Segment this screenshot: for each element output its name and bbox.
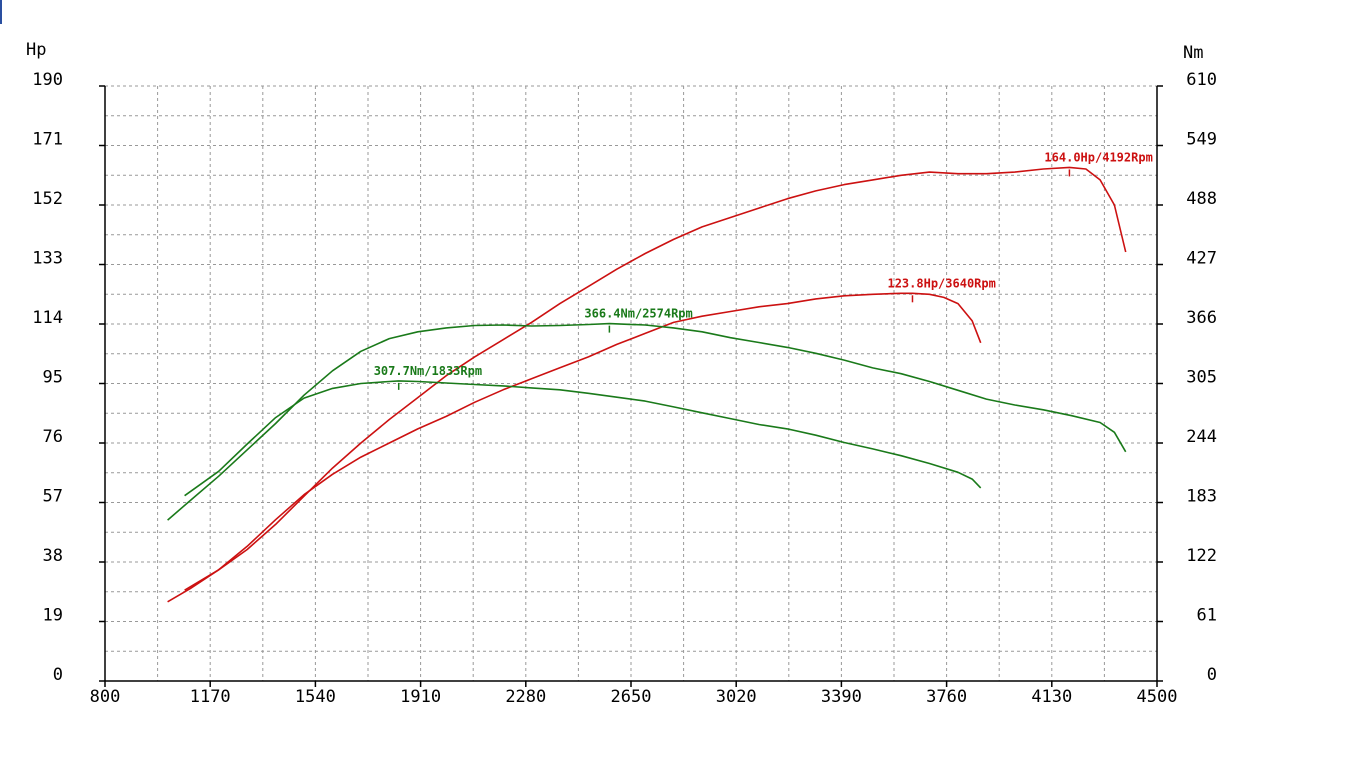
x-tick-label: 2650 bbox=[611, 687, 652, 707]
x-tick-label: 3760 bbox=[926, 687, 967, 707]
peak-label: 123.8Hp/3640Rpm bbox=[887, 276, 995, 290]
y-right-tick-label: 61 bbox=[1197, 606, 1217, 626]
left-axis-unit: Hp bbox=[26, 40, 46, 60]
series bbox=[167, 166, 1127, 603]
right-axis-unit: Nm bbox=[1183, 43, 1203, 63]
y-left-tick-label: 57 bbox=[43, 487, 63, 507]
y-left-tick-label: 76 bbox=[43, 427, 63, 447]
x-tick-label: 1170 bbox=[190, 687, 231, 707]
y-left-tick-label: 133 bbox=[32, 249, 63, 269]
y-left-tick-label: 0 bbox=[53, 665, 63, 685]
torque-curve-3 bbox=[184, 380, 982, 497]
y-left-tick-label: 171 bbox=[32, 130, 63, 150]
torque-curve-2 bbox=[167, 322, 1127, 521]
y-left-tick-label: 114 bbox=[32, 308, 63, 328]
x-tick-label: 4130 bbox=[1031, 687, 1072, 707]
x-tick-label: 3020 bbox=[716, 687, 757, 707]
power-curve-0 bbox=[167, 166, 1127, 603]
grid bbox=[105, 85, 1157, 681]
y-left-tick-label: 95 bbox=[43, 368, 63, 388]
peak-label: 307.7Nm/1833Rpm bbox=[374, 364, 482, 378]
x-tick-label: 1910 bbox=[400, 687, 441, 707]
corner-marker bbox=[0, 0, 2, 24]
y-right-tick-label: 549 bbox=[1186, 130, 1217, 150]
y-left-tick-label: 152 bbox=[32, 189, 63, 209]
x-tick-label: 800 bbox=[90, 687, 121, 707]
x-tick-label: 2280 bbox=[505, 687, 546, 707]
y-left-tick-label: 190 bbox=[32, 70, 63, 90]
y-right-tick-label: 488 bbox=[1186, 189, 1217, 209]
y-right-tick-label: 366 bbox=[1186, 308, 1217, 328]
peak-label: 164.0Hp/4192Rpm bbox=[1044, 150, 1152, 164]
x-tick-label: 4500 bbox=[1137, 687, 1178, 707]
y-right-tick-label: 244 bbox=[1186, 427, 1217, 447]
peak-annotations: 164.0Hp/4192Rpm 123.8Hp/3640Rpm 366.4Nm/25… bbox=[374, 150, 1153, 390]
y-right-tick-label: 0 bbox=[1207, 665, 1217, 685]
tick-labels: 800 1170 1540 1910 2280 2650 3020 3390 3760 4130 4… bbox=[32, 70, 1217, 707]
y-right-tick-label: 427 bbox=[1186, 249, 1217, 269]
y-right-tick-label: 183 bbox=[1186, 487, 1217, 507]
power-curve-1 bbox=[184, 292, 982, 591]
y-right-tick-label: 610 bbox=[1186, 70, 1217, 90]
y-right-tick-label: 305 bbox=[1186, 368, 1217, 388]
y-left-tick-label: 19 bbox=[43, 606, 63, 626]
peak-label: 366.4Nm/2574Rpm bbox=[584, 307, 692, 321]
x-tick-label: 3390 bbox=[821, 687, 862, 707]
y-right-tick-label: 122 bbox=[1186, 546, 1217, 566]
y-left-tick-label: 38 bbox=[43, 546, 63, 566]
x-tick-label: 1540 bbox=[295, 687, 336, 707]
